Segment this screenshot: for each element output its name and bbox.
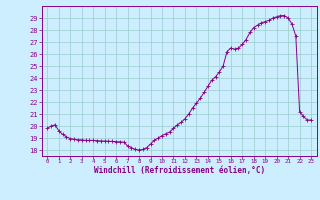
X-axis label: Windchill (Refroidissement éolien,°C): Windchill (Refroidissement éolien,°C) bbox=[94, 166, 265, 175]
